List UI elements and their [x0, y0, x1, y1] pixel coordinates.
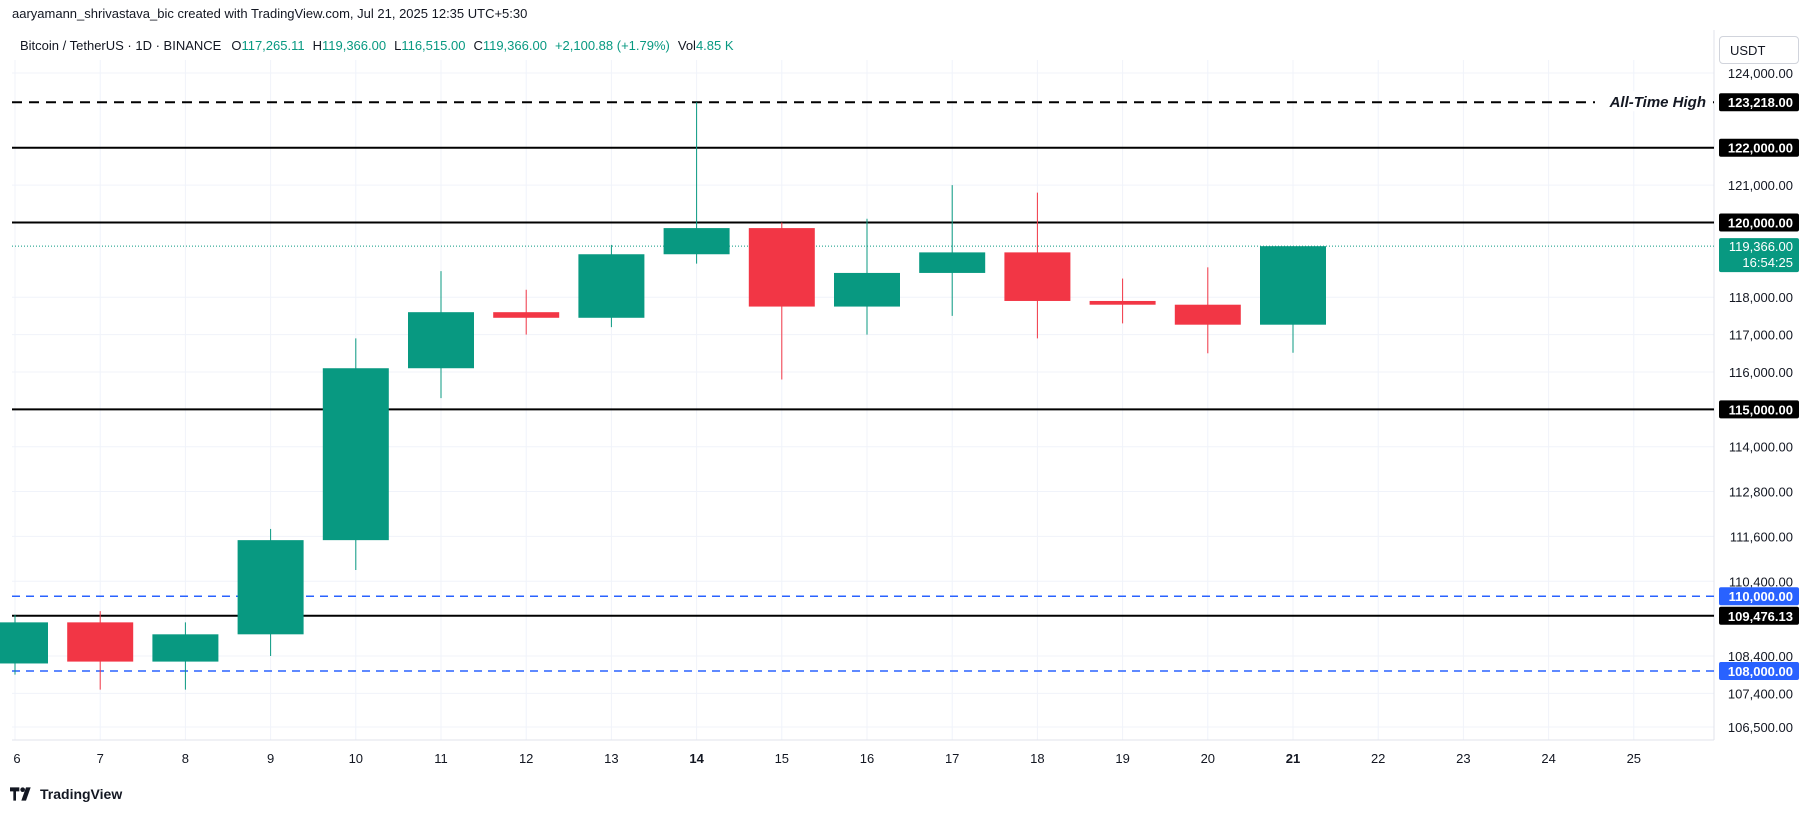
candle-body[interactable]	[663, 228, 730, 255]
candle-body[interactable]	[237, 540, 304, 635]
volume-value: 4.85 K	[695, 38, 734, 53]
candle-body[interactable]	[1174, 304, 1241, 325]
ath-annotation: All-Time High	[1609, 94, 1706, 111]
level-price-label: 110,000.00	[1729, 589, 1793, 604]
time-axis: 6 7 8 9 10 11 12 13 14 15 16 17 18 19 20 21 22 23 24 25	[13, 751, 1641, 766]
level-price-label: 120,000.00	[1728, 215, 1793, 230]
time-tick-label: 6	[13, 751, 20, 766]
level-price-badge	[1719, 138, 1799, 157]
low-value: 116,515.00	[401, 38, 466, 53]
footer-brand: TradingView	[40, 786, 123, 802]
candle-body[interactable]	[1004, 252, 1071, 301]
close-label: C	[473, 38, 483, 53]
last-price-label: 119,366.00	[1729, 239, 1793, 254]
level-price-label: 115,000.00	[1729, 402, 1793, 417]
price-tick-label: 111,600.00	[1730, 529, 1793, 544]
time-tick-label: 16	[860, 751, 874, 766]
candle-body[interactable]	[919, 252, 986, 273]
time-tick-label: 25	[1627, 751, 1641, 766]
price-tick-label: 118,000.00	[1729, 290, 1793, 305]
price-tick-label: 112,800.00	[1729, 485, 1793, 500]
time-tick-label: 20	[1201, 751, 1215, 766]
price-tick-label: 107,400.00	[1728, 686, 1793, 701]
level-price-label: 122,000.00	[1728, 141, 1793, 156]
change-value: +2,100.88 (+1.79%)	[554, 38, 670, 53]
price-tick-label: 114,000.00	[1729, 440, 1793, 455]
time-tick-label: 9	[267, 751, 274, 766]
price-tick-label: 106,500.00	[1728, 720, 1793, 735]
time-tick-label: 13	[604, 751, 618, 766]
currency-selector[interactable]: USDT	[1719, 36, 1799, 64]
high-label: H	[312, 38, 322, 53]
time-tick-label: 12	[519, 751, 533, 766]
low-label: L	[394, 38, 402, 53]
time-tick-label: 22	[1371, 751, 1385, 766]
level-price-badge	[1719, 587, 1799, 606]
candle-body[interactable]	[493, 312, 560, 318]
candle-body[interactable]	[0, 622, 48, 664]
level-price-label: 123,218.00	[1728, 95, 1793, 110]
candles	[0, 102, 1326, 690]
level-price-badge	[1719, 606, 1799, 625]
candle-body[interactable]	[67, 622, 134, 662]
time-tick-label: 10	[349, 751, 363, 766]
chart-attribution: aaryamann_shrivastava_bic created with T…	[12, 6, 528, 21]
level-price-badge	[1719, 400, 1799, 419]
level-price-label: 108,000.00	[1728, 664, 1793, 679]
tradingview-footer[interactable]: TradingView	[10, 786, 122, 802]
symbol-legend: Bitcoin / TetherUS · 1D · BINANCE O117,26…	[20, 38, 742, 53]
price-chart[interactable]: All-Time High 124,000.00 121,000.00 118,00…	[0, 0, 1813, 780]
time-tick-label: 19	[1115, 751, 1129, 766]
annotation-bg	[1595, 91, 1713, 112]
candle-body[interactable]	[834, 272, 900, 307]
time-tick-label: 24	[1541, 751, 1555, 766]
price-tick-label: 108,400.00	[1728, 649, 1793, 664]
price-axis: 124,000.00 121,000.00 118,000.00 117,000.00…	[1719, 66, 1799, 735]
price-tick-label: 110,400.00	[1729, 574, 1793, 589]
price-tick-label: 116,000.00	[1729, 365, 1793, 380]
candle-body[interactable]	[408, 312, 474, 369]
time-tick-label: 8	[182, 751, 189, 766]
level-price-badge	[1719, 661, 1799, 680]
price-tick-label: 121,000.00	[1728, 178, 1793, 193]
tradingview-logo-icon	[10, 787, 31, 801]
volume-label: Vol	[677, 38, 696, 53]
time-tick-label: 23	[1456, 751, 1470, 766]
time-tick-label: 14	[689, 751, 704, 766]
high-value: 119,366.00	[321, 38, 387, 53]
time-tick-label: 11	[434, 751, 448, 766]
candle-body[interactable]	[1089, 300, 1156, 305]
time-tick-label: 18	[1030, 751, 1044, 766]
level-price-badge	[1719, 93, 1799, 112]
level-price-label: 109,476.13	[1728, 609, 1793, 624]
price-tick-label: 117,000.00	[1729, 328, 1793, 343]
candle-body[interactable]	[748, 228, 815, 307]
candle-body[interactable]	[1260, 246, 1326, 325]
price-tick-label: 124,000.00	[1728, 66, 1793, 81]
candle-body[interactable]	[322, 368, 389, 541]
symbol-title[interactable]: Bitcoin / TetherUS · 1D · BINANCE	[20, 38, 222, 53]
level-price-badge	[1719, 213, 1799, 232]
countdown-label: 16:54:25	[1742, 255, 1793, 270]
time-tick-label: 21	[1286, 751, 1300, 766]
candle-body[interactable]	[578, 254, 645, 318]
time-tick-label: 15	[775, 751, 789, 766]
open-value: 117,265.11	[241, 38, 305, 53]
candle-body[interactable]	[152, 634, 219, 662]
time-tick-label: 17	[945, 751, 959, 766]
close-value: 119,366.00	[482, 38, 547, 53]
last-price-badge	[1719, 238, 1799, 273]
time-tick-label: 7	[97, 751, 104, 766]
open-label: O	[231, 38, 242, 53]
